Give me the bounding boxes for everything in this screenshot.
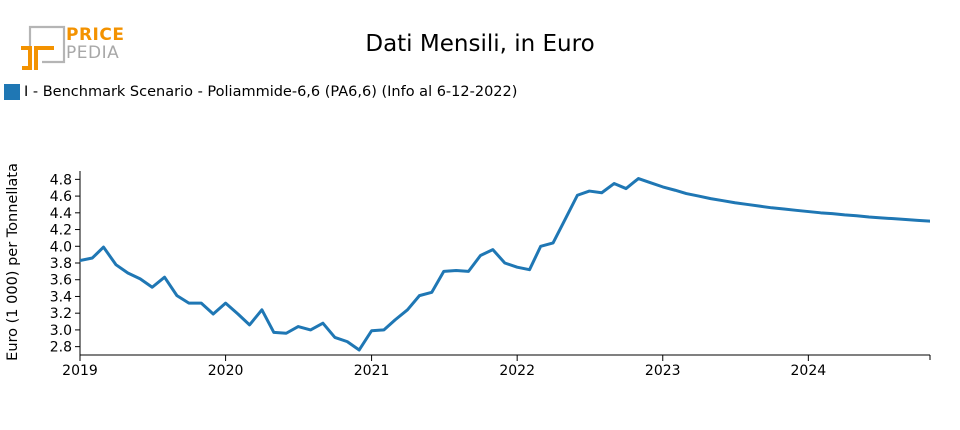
y-tick-label: 4.4 xyxy=(50,206,72,222)
x-tick-label: 2024 xyxy=(791,363,827,379)
y-axis-label: Euro (1 000) per Tonnellata xyxy=(5,163,21,361)
y-tick-label: 4.6 xyxy=(50,189,72,205)
series-line[interactable] xyxy=(80,177,960,352)
y-tick-label: 3.2 xyxy=(50,306,72,322)
y-tick-label: 4.8 xyxy=(50,172,72,188)
x-tick-label: 2023 xyxy=(645,363,681,379)
y-axis: 2.83.03.23.43.63.84.04.24.44.64.8 xyxy=(50,171,81,356)
y-tick-label: 3.0 xyxy=(50,323,72,339)
legend-swatch xyxy=(4,84,20,100)
y-tick-label: 2.8 xyxy=(50,340,72,356)
logo-mark-icon xyxy=(21,25,66,70)
x-tick-label: 2019 xyxy=(62,363,98,379)
x-tick-label: 2022 xyxy=(499,363,535,379)
logo-text-price: PRICE xyxy=(66,25,125,45)
x-tick-label: 2020 xyxy=(208,363,244,379)
y-tick-label: 4.2 xyxy=(50,223,72,239)
legend-label: I - Benchmark Scenario - Poliammide-6,6 … xyxy=(24,84,518,100)
pricepedia-logo: PRICE PEDIA xyxy=(18,24,128,74)
y-tick-label: 3.6 xyxy=(50,273,72,289)
y-tick-label: 3.4 xyxy=(50,289,72,305)
y-tick-label: 4.0 xyxy=(50,239,72,255)
y-tick-label: 3.8 xyxy=(50,256,72,272)
x-axis: 2019 2020 2021 2022 2023 2024 xyxy=(62,354,931,379)
logo-text-pedia: PEDIA xyxy=(66,43,120,63)
x-tick-label: 2021 xyxy=(354,363,390,379)
chart-legend[interactable]: I - Benchmark Scenario - Poliammide-6,6 … xyxy=(4,84,517,100)
chart-title: Dati Mensili, in Euro xyxy=(365,31,595,57)
